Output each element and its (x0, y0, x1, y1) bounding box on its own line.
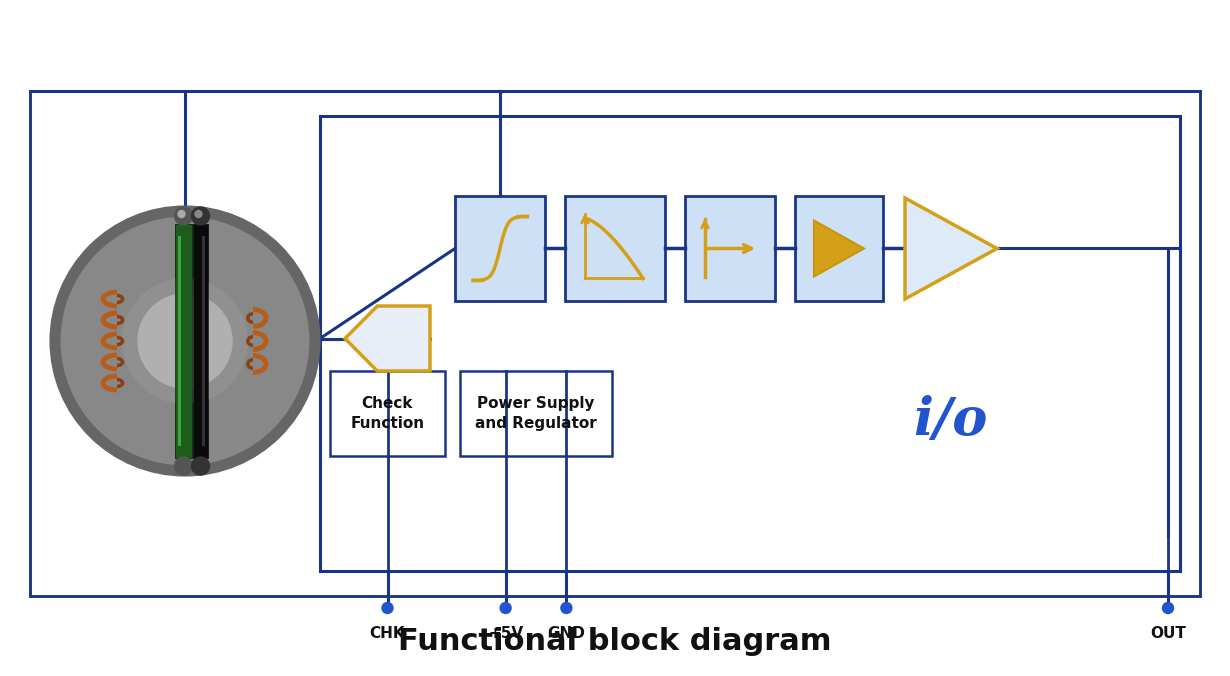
Circle shape (192, 207, 209, 225)
Text: GND: GND (547, 626, 585, 641)
Circle shape (143, 299, 228, 383)
Circle shape (55, 211, 315, 471)
Circle shape (383, 602, 394, 614)
Bar (177, 224, 181, 458)
Circle shape (138, 294, 232, 388)
Bar (193, 224, 208, 458)
Circle shape (123, 279, 247, 403)
Circle shape (178, 210, 184, 218)
Polygon shape (905, 198, 998, 299)
Bar (193, 224, 208, 458)
Bar (685, 196, 775, 301)
Bar (455, 196, 545, 301)
Bar (30, 91, 1200, 596)
Bar (175, 224, 192, 458)
Circle shape (192, 457, 209, 475)
Text: i/o: i/o (913, 395, 988, 447)
Circle shape (196, 210, 202, 218)
Polygon shape (344, 306, 430, 371)
Circle shape (501, 602, 512, 614)
Bar (795, 196, 883, 301)
Bar (175, 224, 192, 458)
Circle shape (175, 457, 193, 475)
Text: +5V: +5V (488, 626, 523, 641)
Text: Check
Function: Check Function (351, 396, 424, 431)
Circle shape (1162, 602, 1173, 614)
Bar (330, 371, 445, 456)
Circle shape (561, 602, 572, 614)
Polygon shape (814, 220, 863, 276)
Bar (565, 196, 665, 301)
Text: Power Supply
and Regulator: Power Supply and Regulator (475, 396, 597, 431)
Bar (320, 116, 1180, 571)
Bar (460, 371, 613, 456)
Circle shape (175, 207, 193, 225)
Bar (177, 236, 181, 446)
Text: Functional block diagram: Functional block diagram (399, 627, 831, 656)
Bar (202, 236, 205, 446)
Circle shape (123, 279, 247, 403)
Text: CHK: CHK (370, 626, 406, 641)
Text: OUT: OUT (1150, 626, 1186, 641)
